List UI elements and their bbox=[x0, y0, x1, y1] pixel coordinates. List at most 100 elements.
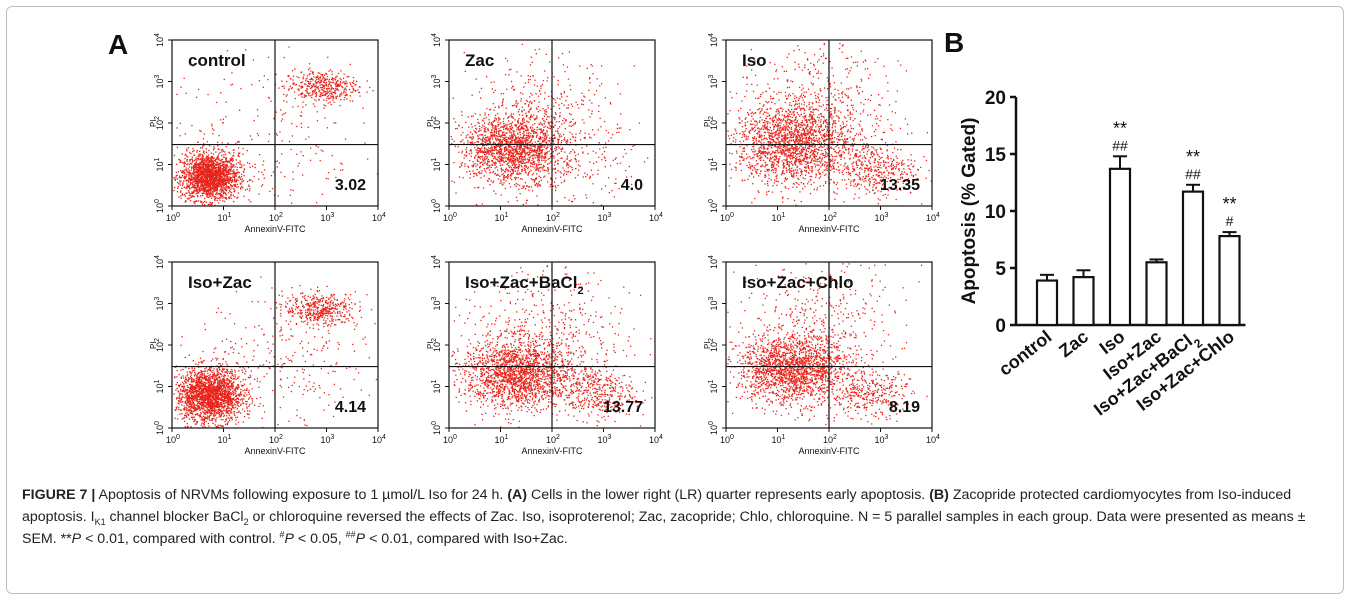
figure-frame bbox=[6, 6, 1344, 594]
caption-hash-2: ## bbox=[345, 529, 356, 540]
bar bbox=[1218, 234, 1241, 327]
x-tick-label: 101 bbox=[495, 212, 509, 223]
x-tick-label: 103 bbox=[321, 434, 335, 445]
y-axis-label: PI bbox=[426, 119, 435, 127]
x-tick-label: 101 bbox=[772, 212, 786, 223]
x-tick-label: 104 bbox=[372, 434, 386, 445]
x-axis-label: AnnexinV-FITC bbox=[798, 446, 860, 456]
panel-b-label: B bbox=[944, 27, 964, 58]
x-axis-label: AnnexinV-FITC bbox=[244, 224, 306, 234]
significance-hash: ## bbox=[1185, 166, 1201, 182]
y-tick-label: 102 bbox=[431, 116, 442, 130]
y-tick-label: 103 bbox=[431, 296, 442, 310]
y-tick-label: 104 bbox=[708, 33, 719, 47]
caption-p-symbol: P bbox=[71, 531, 82, 547]
y-tick-label: 101 bbox=[431, 379, 442, 393]
x-tick-label: 102 bbox=[269, 212, 283, 223]
x-tick-label: 100 bbox=[443, 434, 457, 445]
x-tick-label: 104 bbox=[649, 212, 663, 223]
y-tick-label: 102 bbox=[708, 116, 719, 130]
plot-title: control bbox=[188, 51, 246, 70]
figure-caption: FIGURE 7 | Apoptosis of NRVMs following … bbox=[22, 484, 1330, 550]
flow-dots bbox=[727, 42, 932, 206]
panel-a-label: A bbox=[108, 29, 128, 60]
lr-percentage: 8.19 bbox=[889, 399, 920, 416]
y-tick-label: 104 bbox=[431, 33, 442, 47]
y-tick-label: 104 bbox=[708, 255, 719, 269]
plot-title: Iso+Zac bbox=[188, 273, 252, 292]
x-tick-label: 103 bbox=[875, 212, 889, 223]
caption-p-symbol: P bbox=[284, 531, 294, 547]
caption-text-6: < 0.01, compared with Iso+Zac. bbox=[365, 531, 568, 547]
x-tick-label: 104 bbox=[649, 434, 663, 445]
x-tick-label: 103 bbox=[598, 434, 612, 445]
caption-part-b-text-1: Zacopride protected cardiomyocytes from … bbox=[22, 487, 1292, 525]
y-tick-label: 101 bbox=[708, 157, 719, 171]
x-tick-label: 100 bbox=[443, 212, 457, 223]
significance-hash: # bbox=[1226, 213, 1234, 229]
bar bbox=[1181, 190, 1205, 327]
caption-p-symbol: P bbox=[355, 531, 366, 547]
y-axis-label: PI bbox=[703, 119, 712, 127]
caption-figure-label: FIGURE 7 | bbox=[22, 487, 96, 503]
x-tick-label: 103 bbox=[598, 212, 612, 223]
lr-percentage: 3.02 bbox=[335, 177, 366, 194]
y-tick-label: 100 bbox=[154, 421, 165, 435]
x-category-label: Zac bbox=[1055, 326, 1092, 361]
caption-ik1-sub: K1 bbox=[94, 516, 106, 527]
caption-part-b-text-2: channel blocker BaCl bbox=[105, 509, 244, 525]
y-tick-label: 100 bbox=[708, 199, 719, 213]
y-tick-label: 103 bbox=[154, 74, 165, 88]
y-tick-label: 101 bbox=[154, 157, 165, 171]
plot-title: Zac bbox=[465, 51, 494, 70]
x-tick-label: 100 bbox=[720, 212, 734, 223]
y-tick-label: 100 bbox=[431, 421, 442, 435]
significance-star: ** bbox=[1222, 194, 1236, 214]
caption-hash-1: # bbox=[279, 529, 285, 540]
x-tick-label: 102 bbox=[823, 212, 837, 223]
x-axis-label: AnnexinV-FITC bbox=[521, 224, 583, 234]
caption-part-a-text: Cells in the lower right (LR) quarter re… bbox=[530, 487, 926, 503]
y-tick-label: 104 bbox=[154, 33, 165, 47]
y-tick-label: 5 bbox=[995, 259, 1006, 280]
plot-title: Iso bbox=[742, 51, 767, 70]
x-tick-label: 104 bbox=[926, 434, 940, 445]
x-tick-label: 104 bbox=[926, 212, 940, 223]
y-tick-label: 102 bbox=[431, 338, 442, 352]
x-tick-label: 103 bbox=[321, 212, 335, 223]
y-tick-label: 101 bbox=[708, 379, 719, 393]
y-tick-label: 101 bbox=[431, 157, 442, 171]
caption-part-b-text-3: or chloroquine reversed the effects of Z… bbox=[22, 509, 1306, 547]
lr-percentage: 4.0 bbox=[621, 177, 643, 194]
significance-hash: ## bbox=[1112, 137, 1128, 153]
plot-title: Iso+Zac+BaCl2 bbox=[465, 273, 584, 297]
bar bbox=[1145, 261, 1168, 327]
y-tick-label: 20 bbox=[985, 88, 1006, 109]
x-tick-label: 103 bbox=[875, 434, 889, 445]
significance-star: ** bbox=[1186, 147, 1200, 167]
caption-title: Apoptosis of NRVMs following exposure to… bbox=[98, 487, 504, 503]
caption-bacl-sub: 2 bbox=[243, 516, 249, 527]
y-tick-label: 0 bbox=[995, 316, 1006, 337]
y-tick-label: 100 bbox=[431, 199, 442, 213]
flow-dots bbox=[450, 43, 649, 206]
lr-percentage: 4.14 bbox=[335, 399, 366, 416]
y-tick-label: 102 bbox=[154, 338, 165, 352]
y-tick-label: 104 bbox=[431, 255, 442, 269]
panel-a-flow-plots: control3.0210010010110110210210310310410… bbox=[149, 33, 940, 456]
x-tick-label: 102 bbox=[546, 212, 560, 223]
bar bbox=[1035, 279, 1059, 327]
x-tick-label: 104 bbox=[372, 212, 386, 223]
y-tick-label: 100 bbox=[708, 421, 719, 435]
caption-part-b-label: (B) bbox=[929, 487, 949, 503]
x-tick-label: 102 bbox=[823, 434, 837, 445]
flow-dots bbox=[451, 265, 653, 428]
flow-dots bbox=[173, 276, 378, 429]
y-axis-title: Apoptosis (% Gated) bbox=[959, 118, 980, 305]
y-axis-label: PI bbox=[703, 341, 712, 349]
y-tick-label: 104 bbox=[154, 255, 165, 269]
x-tick-label: 101 bbox=[218, 434, 232, 445]
